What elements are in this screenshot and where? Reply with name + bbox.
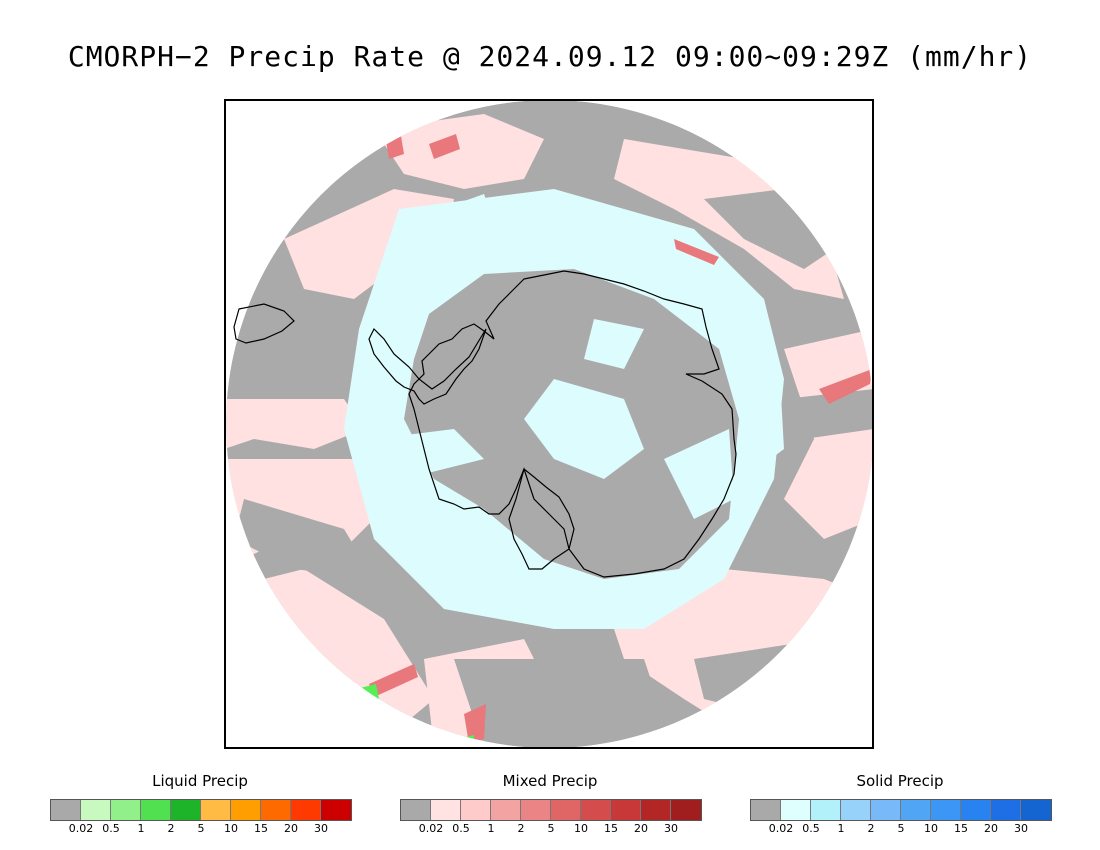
color-swatch bbox=[461, 800, 491, 820]
color-swatch bbox=[491, 800, 521, 820]
antarctica-coastline bbox=[408, 270, 737, 578]
solid-precip-streak-east bbox=[664, 429, 734, 519]
tick-label: 30 bbox=[314, 822, 328, 835]
color-swatch bbox=[961, 800, 991, 820]
color-swatch bbox=[901, 800, 931, 820]
below-threshold-band-east bbox=[784, 389, 872, 439]
color-swatch bbox=[551, 800, 581, 820]
map-title: CMORPH−2 Precip Rate @ 2024.09.12 09:00~… bbox=[67, 40, 1033, 73]
legend-title: Solid Precip bbox=[856, 772, 944, 790]
tick-label: 5 bbox=[197, 822, 205, 835]
color-swatch bbox=[671, 800, 701, 820]
color-swatch bbox=[231, 800, 261, 820]
tick-label: 20 bbox=[284, 822, 298, 835]
color-swatch bbox=[991, 800, 1021, 820]
tick-label: 15 bbox=[254, 822, 268, 835]
solid-precip-streak-west bbox=[364, 429, 484, 479]
color-swatch bbox=[521, 800, 551, 820]
color-swatch bbox=[291, 800, 321, 820]
legend-title: Liquid Precip bbox=[152, 772, 248, 790]
mixed-precip-moderate-south bbox=[464, 704, 486, 744]
color-swatch bbox=[111, 800, 141, 820]
map-outside-area bbox=[226, 101, 872, 747]
color-swatch bbox=[611, 800, 641, 820]
tick-labels: 0.02 0.5 1 2 5 10 15 20 30 bbox=[50, 822, 352, 836]
below-threshold-band-south bbox=[454, 659, 664, 747]
map-frame bbox=[224, 99, 874, 749]
below-threshold-band-southwest bbox=[234, 499, 374, 579]
color-swatch bbox=[871, 800, 901, 820]
tick-label: 5 bbox=[897, 822, 905, 835]
tick-label: 0.5 bbox=[802, 822, 820, 835]
tick-label: 2 bbox=[867, 822, 875, 835]
color-swatch bbox=[401, 800, 431, 820]
tick-label: 0.5 bbox=[102, 822, 120, 835]
color-swatch bbox=[431, 800, 461, 820]
mixed-precip-moderate-northwest bbox=[429, 134, 460, 159]
color-swatch bbox=[261, 800, 291, 820]
tick-label: 20 bbox=[634, 822, 648, 835]
tick-label: 2 bbox=[517, 822, 525, 835]
color-swatch bbox=[751, 800, 781, 820]
tick-label: 0.02 bbox=[418, 822, 444, 835]
legend-mixed-precip: Mixed Precip 0.02 0.5 1 2 5 10 15 20 30 bbox=[400, 772, 702, 842]
color-scale-bar bbox=[50, 799, 352, 821]
mixed-precip-moderate-northeast bbox=[674, 239, 719, 265]
below-threshold-band-west bbox=[226, 354, 374, 399]
ross-ice-shelf-coastline bbox=[508, 467, 575, 570]
color-scale-bar bbox=[400, 799, 702, 821]
tick-label: 1 bbox=[487, 822, 495, 835]
legend-title: Mixed Precip bbox=[502, 772, 598, 790]
below-threshold-band-northeast bbox=[704, 189, 834, 269]
mixed-precip-moderate-southwest bbox=[369, 664, 418, 697]
color-swatch bbox=[141, 800, 171, 820]
tick-label: 15 bbox=[604, 822, 618, 835]
tick-label: 10 bbox=[574, 822, 588, 835]
color-swatch bbox=[171, 800, 201, 820]
south-america-coastline bbox=[233, 303, 295, 344]
color-swatch bbox=[81, 800, 111, 820]
tick-label: 0.5 bbox=[452, 822, 470, 835]
antarctic-peninsula-coastline bbox=[368, 327, 487, 405]
color-swatch bbox=[1021, 800, 1051, 820]
tick-label: 0.02 bbox=[68, 822, 94, 835]
color-swatch bbox=[321, 800, 351, 820]
tick-label: 1 bbox=[837, 822, 845, 835]
solid-precip-plateau bbox=[524, 379, 644, 479]
tick-label: 10 bbox=[924, 822, 938, 835]
tick-label: 0.02 bbox=[768, 822, 794, 835]
tick-labels: 0.02 0.5 1 2 5 10 15 20 30 bbox=[400, 822, 702, 836]
color-swatch bbox=[581, 800, 611, 820]
mixed-precip-moderate-east bbox=[819, 369, 872, 404]
color-swatch bbox=[931, 800, 961, 820]
color-swatch bbox=[781, 800, 811, 820]
color-scale-bar bbox=[750, 799, 1052, 821]
tick-label: 10 bbox=[224, 822, 238, 835]
legend-liquid-precip: Liquid Precip 0.02 0.5 1 2 5 10 15 20 30 bbox=[50, 772, 352, 842]
solid-precip-patch-north bbox=[414, 194, 504, 274]
precip-map bbox=[226, 101, 872, 747]
color-swatch bbox=[841, 800, 871, 820]
tick-label: 30 bbox=[664, 822, 678, 835]
tick-label: 30 bbox=[1014, 822, 1028, 835]
tick-label: 1 bbox=[137, 822, 145, 835]
legend-solid-precip: Solid Precip 0.02 0.5 1 2 5 10 15 20 30 bbox=[750, 772, 1052, 842]
tick-label: 2 bbox=[167, 822, 175, 835]
solid-precip-streak-north bbox=[584, 319, 644, 369]
mixed-precip-region-north bbox=[374, 114, 544, 189]
color-swatch bbox=[811, 800, 841, 820]
tick-label: 5 bbox=[547, 822, 555, 835]
tick-label: 15 bbox=[954, 822, 968, 835]
color-swatch bbox=[201, 800, 231, 820]
color-swatch bbox=[51, 800, 81, 820]
tick-label: 20 bbox=[984, 822, 998, 835]
tick-labels: 0.02 0.5 1 2 5 10 15 20 30 bbox=[750, 822, 1052, 836]
color-swatch bbox=[641, 800, 671, 820]
